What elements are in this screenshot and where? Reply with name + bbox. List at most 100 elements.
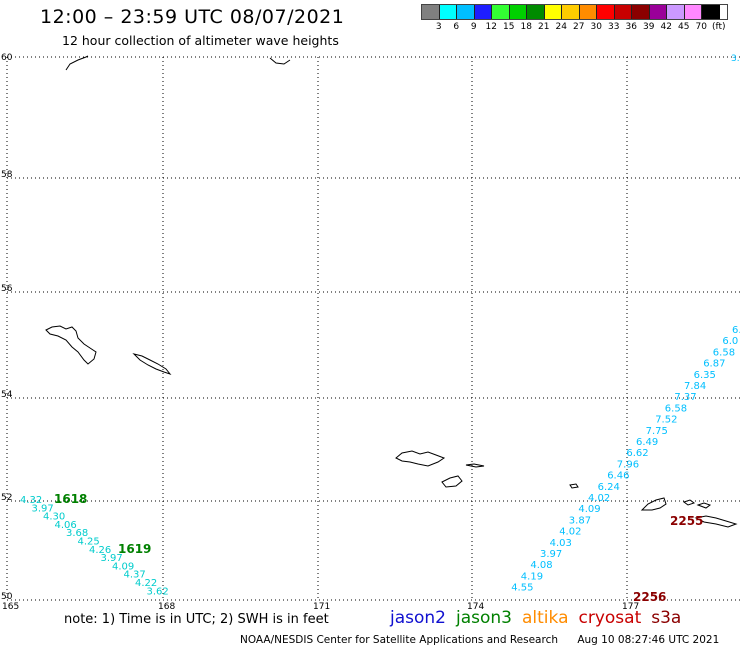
lat-label: 54: [1, 390, 13, 400]
legend-label: 18: [520, 22, 532, 32]
satellite-s3a: s3a: [651, 608, 682, 628]
coastline: [45, 55, 738, 528]
swh-value: 6.: [732, 325, 740, 336]
attu-island: [395, 450, 446, 467]
bering-island: [45, 325, 97, 365]
island-north-2: [269, 57, 291, 65]
wave-height-legend: 3 6 9 12 15 18 21 24 27 30 33 36 39 42 45 70 (ft): [421, 4, 728, 44]
amchitka-island: [694, 515, 738, 528]
lon-label: 165: [2, 602, 19, 612]
swh-value: 6.0: [722, 336, 738, 347]
legend-label: 9: [470, 22, 477, 32]
swh-value: 6.49: [636, 437, 658, 448]
generated-timestamp: Aug 10 08:27:46 UTC 2021: [577, 634, 720, 646]
swh-value: 3.97: [101, 553, 123, 564]
legend-swatch: [667, 5, 685, 19]
medny-island: [132, 353, 172, 376]
swh-value: 6.62: [626, 448, 648, 459]
kiska-island: [640, 497, 667, 511]
swh-value: 4.03: [550, 538, 572, 549]
legend-swatch: [527, 5, 545, 19]
legend-label: 15: [503, 22, 515, 32]
page-subtitle: 12 hour collection of altimeter wave hei…: [62, 33, 339, 48]
buldir-island: [569, 483, 579, 489]
legend-color-bar: [421, 4, 728, 20]
legend-swatch: [474, 5, 492, 19]
rat-islands: [682, 499, 712, 509]
swh-value: 3.97: [540, 549, 562, 560]
swh-value: 4.09: [112, 561, 134, 572]
legend-label: 70: [695, 22, 707, 32]
swh-value: 4.09: [578, 504, 600, 515]
legend-label: 45: [678, 22, 690, 32]
legend-swatch: [492, 5, 510, 19]
legend-label: 33: [608, 22, 620, 32]
legend-labels: 3 6 9 12 15 18 21 24 27 30 33 36 39 42 45 70 (ft): [430, 22, 728, 32]
swh-value: 4.06: [55, 520, 77, 531]
satellite-legend: jason2 jason3 altika cryosat s3a: [390, 608, 691, 628]
swh-value: 7.75: [646, 426, 668, 437]
swh-value: 4.19: [521, 571, 543, 582]
pass-number-label: 2255: [670, 514, 703, 528]
swh-value: 3.97: [32, 503, 54, 514]
legend-label: (ft): [711, 22, 726, 32]
swh-value: 7.84: [684, 381, 706, 392]
legend-swatch: [439, 5, 457, 19]
track-value-fragment: 3.: [731, 54, 740, 64]
legend-swatch: [422, 5, 440, 19]
satellite-cryosat: cryosat: [578, 608, 642, 628]
satellite-altika: altika: [522, 608, 569, 628]
legend-label: 6: [453, 22, 460, 32]
satellite-jason3: jason3: [456, 608, 512, 628]
legend-swatch: [509, 5, 527, 19]
swh-value: 4.02: [559, 527, 581, 538]
lon-label: 174: [467, 602, 484, 612]
legend-swatch: [684, 5, 702, 19]
swh-value: 6.24: [598, 482, 620, 493]
legend-label: 39: [643, 22, 655, 32]
agattu-island: [441, 475, 463, 488]
map-grid: [6, 56, 740, 601]
swh-value: 4.55: [511, 583, 533, 594]
legend-label: 3: [435, 22, 442, 32]
swh-value: 7.96: [617, 459, 639, 470]
legend-swatch: [702, 5, 720, 19]
swh-value: 3.87: [569, 515, 591, 526]
swh-value: 7.52: [655, 415, 677, 426]
satellite-tracks: 4.323.974.304.063.684.254.263.974.094.37…: [20, 325, 740, 604]
legend-label: 30: [590, 22, 602, 32]
swh-value: 6.35: [694, 370, 716, 381]
credit-text: NOAA/NESDIS Center for Satellite Applica…: [240, 634, 558, 646]
island-north-1: [65, 55, 89, 71]
legend-swatch: [632, 5, 650, 19]
page-title: 12:00 – 23:59 UTC 08/07/2021: [40, 6, 345, 28]
satellite-jason2: jason2: [390, 608, 446, 628]
swh-value: 4.30: [43, 512, 65, 523]
lat-label: 52: [1, 493, 12, 503]
legend-swatch: [597, 5, 615, 19]
lon-label: 177: [622, 602, 639, 612]
swh-value: 4.26: [89, 545, 111, 556]
legend-swatch: [579, 5, 597, 19]
legend-label: 24: [555, 22, 567, 32]
legend-swatch: [562, 5, 580, 19]
swh-value: 4.02: [588, 493, 610, 504]
swh-value: 4.32: [20, 495, 42, 506]
pass-number-label: 1618: [54, 492, 87, 506]
lat-label: 50: [1, 592, 13, 602]
legend-swatch: [544, 5, 562, 19]
semichi-islands: [465, 463, 485, 468]
legend-label: 27: [573, 22, 585, 32]
footnote: note: 1) Time is in UTC; 2) SWH is in fe…: [64, 612, 329, 627]
pass-number-label: 2256: [633, 590, 666, 604]
legend-swatch: [457, 5, 475, 19]
legend-swatch: [614, 5, 632, 19]
lat-label: 58: [1, 170, 13, 180]
legend-label: 42: [660, 22, 672, 32]
footer-credit: NOAA/NESDIS Center for Satellite Applica…: [240, 634, 719, 646]
legend-label: 36: [625, 22, 637, 32]
lat-label: 56: [1, 284, 13, 294]
swh-value: 3.68: [66, 528, 88, 539]
